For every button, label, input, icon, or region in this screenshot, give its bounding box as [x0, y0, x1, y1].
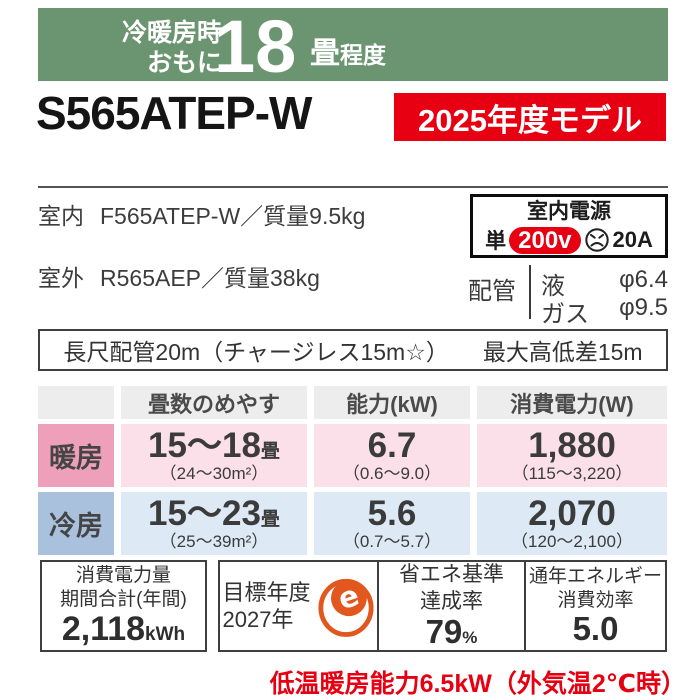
power-box-title: 室内電源: [527, 200, 611, 223]
energy-saving-e-mark-icon: e: [317, 578, 374, 637]
piping-gas-name: ガス: [541, 301, 589, 328]
heating-tatami-value: 15〜18: [148, 425, 261, 465]
power-box-spec: 単 200v 20A: [473, 225, 665, 255]
annual-power-line2: 期間合計(年間): [60, 589, 187, 611]
capacity-banner: 冷暖房時 おもに 18 畳程度: [38, 5, 668, 88]
cooling-power-range: （120〜2,100）: [511, 531, 633, 551]
cooling-capacity-range: （0.7〜5.7）: [342, 531, 442, 551]
piping-liquid-name: 液: [541, 273, 565, 300]
heating-power-value: 1,880: [528, 425, 616, 465]
cooling-power-cell: 2,070 （120〜2,100）: [477, 492, 667, 555]
tatami-unit: 畳程度: [310, 28, 386, 72]
outdoor-unit-row: 室外 R565AEP／質量38kg: [38, 259, 320, 293]
achievement-line2: 達成率: [420, 589, 483, 613]
apf-value: 5.0: [572, 610, 619, 648]
row-label-heating: 暖房: [38, 424, 114, 487]
indoor-unit-label: 室内: [38, 203, 84, 229]
cooling-tatami-unit: 畳: [260, 508, 280, 530]
banner-line2: おもに: [147, 49, 223, 77]
indoor-unit-value: F565ATEP-W／質量9.5kg: [100, 203, 366, 229]
piping-liquid-value: φ6.4: [619, 266, 668, 293]
outdoor-unit-value: R565AEP／質量38kg: [100, 265, 320, 291]
max-height-diff: 最大高低差15m: [482, 339, 643, 365]
piping-label: 配管: [468, 278, 516, 305]
model-year-badge: 2025年度モデル: [394, 93, 666, 141]
piping-gas-value: φ9.5: [619, 294, 668, 321]
target-year-cell: 目標年度 2027年 e: [220, 562, 377, 650]
cooling-power-value: 2,070: [528, 493, 616, 533]
target-year-line2: 2027年: [222, 607, 294, 632]
energy-label-box: 目標年度 2027年 e 省エネ基準 達成率 79% 通年エネルギー 消費効率 …: [218, 560, 667, 652]
table-corner-cell: [38, 386, 114, 419]
heating-capacity-range: （0.6〜9.0）: [342, 463, 442, 483]
cooling-tatami-cell: 15〜23畳 （25〜39m²）: [121, 492, 307, 555]
cooling-capacity-value: 5.6: [367, 493, 417, 533]
tatami-unit-small: 程度: [340, 42, 386, 68]
header-power: 消費電力(W): [477, 386, 667, 419]
header-tatami: 畳数のめやす: [121, 386, 307, 419]
achievement-rate-cell: 省エネ基準 達成率 79%: [377, 562, 524, 650]
long-pipe-text: 長尺配管20m（チャージレス15m☆）: [63, 339, 449, 365]
achievement-value: 79: [425, 612, 463, 650]
annual-power-value: 2,118: [61, 609, 146, 648]
section-divider: [38, 186, 668, 188]
row-label-cooling: 冷房: [38, 492, 114, 555]
cooling-tatami-range: （25〜39m²）: [159, 531, 269, 551]
cooling-capacity-cell: 5.6 （0.7〜5.7）: [314, 492, 470, 555]
achievement-unit: %: [462, 627, 478, 647]
piping-divider: [529, 265, 531, 319]
low-temp-heating-note: 低温暖房能力6.5kW（外気温2℃時）: [269, 670, 686, 698]
piping-liquid-row: 液 φ6.4: [541, 266, 668, 301]
heating-capacity-value: 6.7: [367, 425, 417, 465]
heating-power-cell: 1,880 （115〜3,220）: [477, 424, 667, 487]
achievement-line1: 省エネ基準: [399, 563, 504, 587]
outdoor-unit-label: 室外: [38, 265, 84, 291]
heating-tatami-cell: 15〜18畳 （24〜30m²）: [121, 424, 307, 487]
annual-power-unit: kWh: [145, 623, 186, 645]
heating-tatami-unit: 畳: [260, 440, 280, 462]
heating-tatami-range: （24〜30m²）: [159, 463, 269, 483]
voltage-badge: 200v: [509, 226, 581, 254]
amperage-value: 20A: [612, 227, 653, 253]
long-pipe-box: 長尺配管20m（チャージレス15m☆） 最大高低差15m: [38, 329, 668, 371]
annual-power-line1: 消費電力量: [75, 565, 171, 587]
power-phase: 単: [485, 230, 507, 254]
apf-line2: 消費効率: [557, 589, 634, 611]
target-year-line1: 目標年度: [222, 579, 311, 605]
header-capacity: 能力(kW): [314, 386, 470, 419]
outlet-icon: [584, 228, 609, 252]
annual-power-box: 消費電力量 期間合計(年間) 2,118kWh: [40, 560, 207, 652]
apf-line1: 通年エネルギー: [528, 565, 662, 587]
cooling-tatami-value: 15〜23: [148, 493, 261, 533]
piping-gas-row: ガス φ9.5: [541, 294, 668, 329]
heating-capacity-cell: 6.7 （0.6〜9.0）: [314, 424, 470, 487]
banner-usage-label: 冷暖房時 おもに: [122, 18, 222, 78]
tatami-size: 18: [214, 5, 297, 88]
indoor-unit-row: 室内 F565ATEP-W／質量9.5kg: [38, 197, 365, 231]
apf-cell: 通年エネルギー 消費効率 5.0: [524, 562, 665, 650]
heating-power-range: （115〜3,220）: [511, 463, 633, 483]
banner-line1: 冷暖房時: [122, 19, 223, 47]
indoor-power-box: 室内電源 単 200v 20A: [470, 194, 668, 258]
model-number: S565ATEP-W: [36, 87, 312, 139]
tatami-unit-big: 畳: [310, 37, 340, 70]
